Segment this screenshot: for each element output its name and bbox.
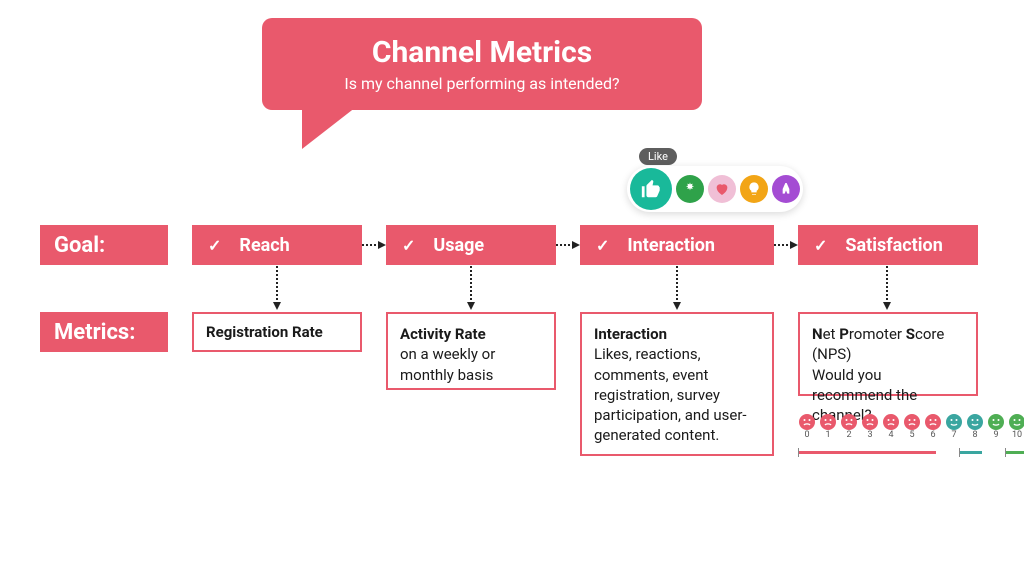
metric-box-1: Activity Rateon a weekly or monthly basi…: [386, 312, 556, 390]
nps-scale-segment: [798, 451, 936, 454]
header-subtitle: Is my channel performing as intended?: [262, 74, 702, 93]
metric-box-0: Registration Rate: [192, 312, 362, 352]
nps-face-4: 4: [882, 414, 900, 440]
goal-label: Satisfaction: [845, 235, 942, 256]
nps-face-1: 1: [819, 414, 837, 440]
metric-body: on a weekly or monthly basis: [400, 344, 542, 385]
check-icon: ✓: [208, 236, 221, 255]
check-icon: ✓: [814, 236, 827, 255]
nps-scale-segment: [1005, 451, 1024, 454]
nps-row: 012345678910: [798, 414, 1024, 440]
arrow-vertical: [470, 266, 472, 308]
arrow-horizontal: [556, 244, 578, 246]
arrow-vertical: [886, 266, 888, 308]
reaction-like-icon[interactable]: [630, 168, 672, 210]
goal-box-interaction: ✓ Interaction: [580, 225, 774, 265]
nps-scale: [798, 448, 1024, 460]
nps-face-7: 7: [945, 414, 963, 440]
metric-box-3: Net Promoter Score (NPS)Would you recomm…: [798, 312, 978, 396]
check-icon: ✓: [402, 236, 415, 255]
goal-box-reach: ✓ Reach: [192, 225, 362, 265]
metric-title: Interaction: [594, 324, 760, 344]
arrow-horizontal: [362, 244, 384, 246]
arrow-vertical: [676, 266, 678, 308]
goal-box-satisfaction: ✓ Satisfaction: [798, 225, 978, 265]
row-label-goal: Goal:: [40, 225, 168, 265]
check-icon: ✓: [596, 236, 609, 255]
goal-label: Interaction: [627, 235, 715, 256]
nps-face-8: 8: [966, 414, 984, 440]
goal-label: Reach: [239, 235, 289, 256]
arrow-vertical: [276, 266, 278, 308]
like-tooltip: Like: [639, 148, 677, 165]
goal-box-usage: ✓ Usage: [386, 225, 556, 265]
like-tooltip-text: Like: [648, 150, 668, 163]
metric-title: Net Promoter Score (NPS): [812, 324, 964, 365]
metric-body: Likes, reactions, comments, event regist…: [594, 344, 760, 445]
nps-face-6: 6: [924, 414, 942, 440]
reaction-idea-icon[interactable]: [740, 175, 768, 203]
row-label-metrics: Metrics:: [40, 312, 168, 352]
metric-title: Activity Rate: [400, 324, 542, 344]
nps-face-3: 3: [861, 414, 879, 440]
nps-face-9: 9: [987, 414, 1005, 440]
nps-scale-tick: [1005, 448, 1006, 457]
header-title: Channel Metrics: [262, 35, 702, 70]
row-label-metrics-text: Metrics:: [54, 320, 135, 345]
row-label-goal-text: Goal:: [54, 233, 105, 258]
nps-face-5: 5: [903, 414, 921, 440]
metric-title: Registration Rate: [206, 322, 323, 342]
reaction-thanks-icon[interactable]: [772, 175, 800, 203]
nps-scale-segment: [959, 451, 982, 454]
header-bubble: Channel Metrics Is my channel performing…: [262, 18, 702, 110]
metric-box-2: InteractionLikes, reactions, comments, e…: [580, 312, 774, 456]
header-bubble-tail: [302, 107, 356, 149]
reaction-bar: [627, 166, 803, 212]
goal-label: Usage: [433, 235, 484, 256]
nps-face-2: 2: [840, 414, 858, 440]
nps-scale-tick: [959, 448, 960, 457]
nps-face-10: 10: [1008, 414, 1024, 440]
reaction-clap-icon[interactable]: [676, 175, 704, 203]
nps-face-0: 0: [798, 414, 816, 440]
nps-scale-tick: [798, 448, 799, 457]
arrow-horizontal: [774, 244, 796, 246]
reaction-care-icon[interactable]: [708, 175, 736, 203]
